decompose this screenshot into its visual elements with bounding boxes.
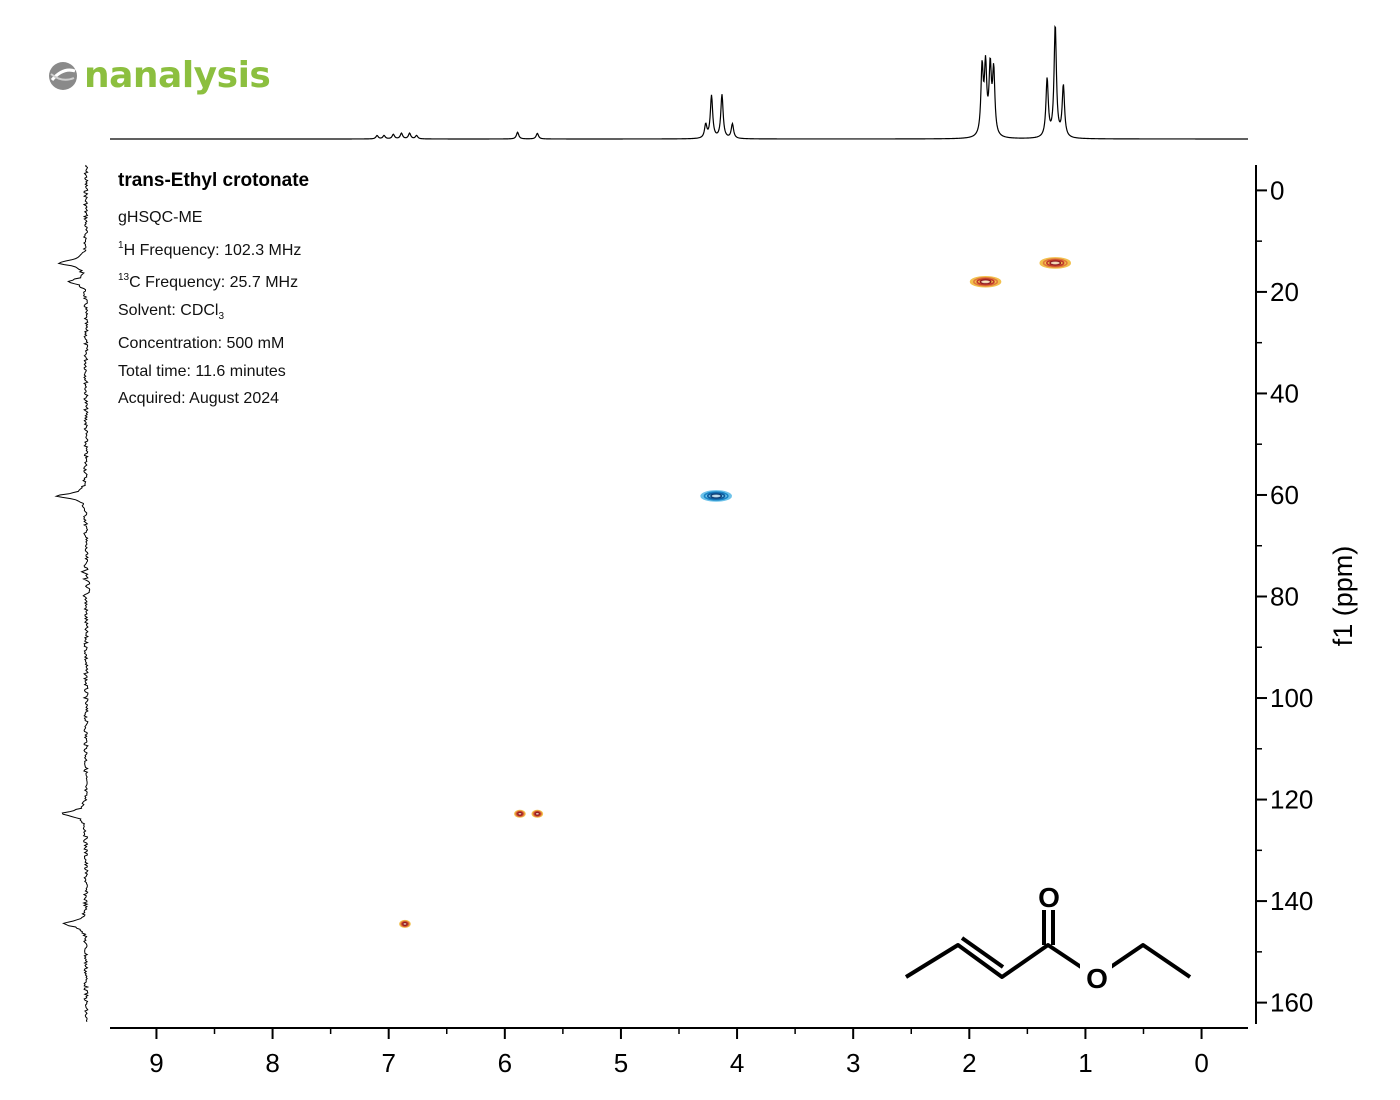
h1-projection-spectrum [110, 24, 1248, 140]
cross-peak [1039, 257, 1072, 269]
cross-peak [514, 809, 526, 818]
y-tick-label: 160 [1270, 988, 1313, 1018]
x-tick-label: 6 [498, 1048, 512, 1078]
c13-spectrum-trace [54, 164, 91, 1022]
x-tick-label: 7 [381, 1048, 395, 1078]
y-tick-label: 80 [1270, 582, 1299, 612]
y-tick-label: 100 [1270, 683, 1313, 713]
carbonyl-oxygen-label: O [1038, 882, 1060, 913]
cross-peak [531, 809, 544, 818]
x-axis: 9 8 7 6 5 4 3 2 1 0 [110, 1027, 1248, 1078]
c-frequency: 13C Frequency: 25.7 MHz [118, 272, 299, 291]
y-tick-label: 40 [1270, 378, 1299, 408]
y-tick-label: 20 [1270, 277, 1299, 307]
x-tick-label: 5 [614, 1048, 628, 1078]
x-tick-label: 2 [962, 1048, 976, 1078]
x-tick-label: 4 [730, 1048, 744, 1078]
cross-peaks [399, 257, 1072, 928]
cross-peak [700, 490, 732, 502]
c13-projection-spectrum [54, 164, 91, 1022]
y-axis: 0 20 40 60 80 100 120 140 160 [1255, 165, 1313, 1024]
acquired-date: Acquired: August 2024 [118, 390, 280, 407]
h1-spectrum-trace [110, 24, 1248, 140]
concentration: Concentration: 500 mM [118, 335, 285, 352]
h-frequency: 1H Frequency: 102.3 MHz [118, 239, 302, 259]
experiment-type: gHSQC-ME [118, 209, 203, 226]
y-tick-label: 120 [1270, 785, 1313, 815]
x-tick-label: 1 [1078, 1048, 1092, 1078]
y-tick-label: 0 [1270, 175, 1284, 205]
y-tick-label: 140 [1270, 886, 1313, 916]
logo-text: nanalysis [84, 55, 271, 96]
x-tick-label: 0 [1194, 1048, 1208, 1078]
x-tick-label: 9 [149, 1048, 163, 1078]
compound-title: trans-Ethyl crotonate [118, 170, 310, 191]
molecule-structure: O O [904, 880, 1192, 994]
brand-logo: nanalysis [48, 55, 271, 96]
total-time: Total time: 11.6 minutes [118, 362, 286, 380]
logo-icon [49, 62, 77, 90]
cross-peak [969, 275, 1002, 288]
x-tick-label: 3 [846, 1048, 860, 1078]
ester-oxygen-label: O [1086, 963, 1108, 994]
y-tick-label: 60 [1270, 480, 1299, 510]
y-axis-title: f1 (ppm) [1328, 546, 1358, 647]
x-tick-label: 8 [265, 1048, 279, 1078]
experiment-info: trans-Ethyl crotonate gHSQC-ME 1H Freque… [118, 170, 309, 413]
cross-peak [399, 919, 411, 928]
solvent: Solvent: CDCl3 [118, 301, 225, 322]
